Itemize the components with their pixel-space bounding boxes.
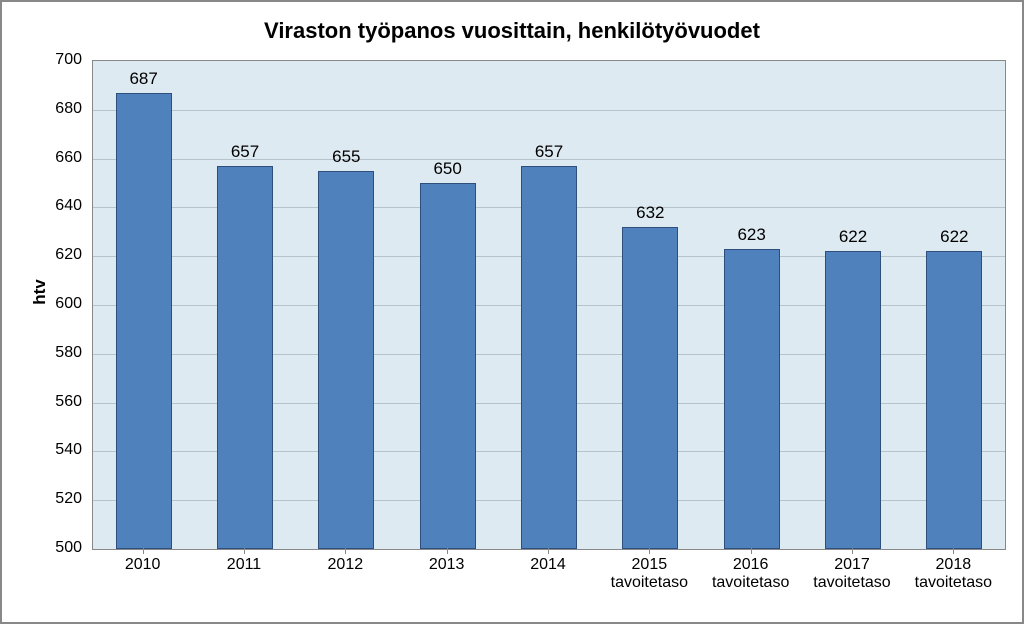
bar [825, 251, 881, 549]
x-tick-label: 2013 [429, 556, 465, 574]
bar [521, 166, 577, 549]
bar-value-label: 622 [940, 227, 968, 247]
x-tick-mark [548, 548, 549, 554]
y-tick-label: 680 [2, 100, 82, 118]
plot-area: 687 657 655 650 657 632 623 622 622 [92, 60, 1006, 550]
bar [724, 249, 780, 549]
bar [116, 93, 172, 549]
y-axis-title: htv [30, 262, 50, 322]
bar [318, 171, 374, 549]
x-tick-mark [953, 548, 954, 554]
chart-title: Viraston työpanos vuosittain, henkilötyö… [2, 18, 1022, 44]
bar-value-label: 687 [129, 69, 157, 89]
bar-value-label: 657 [231, 142, 259, 162]
y-tick-label: 640 [2, 197, 82, 215]
bar-value-label: 623 [737, 225, 765, 245]
x-tick-label: 2017tavoitetaso [813, 556, 890, 592]
x-tick-label: 2015tavoitetaso [611, 556, 688, 592]
chart-frame: Viraston työpanos vuosittain, henkilötyö… [0, 0, 1024, 624]
y-tick-label: 580 [2, 344, 82, 362]
y-tick-label: 700 [2, 51, 82, 69]
x-tick-mark [143, 548, 144, 554]
x-tick-mark [345, 548, 346, 554]
x-tick-label: 2014 [530, 556, 566, 574]
bar [622, 227, 678, 549]
x-tick-mark [447, 548, 448, 554]
y-tick-label: 520 [2, 490, 82, 508]
bar-value-label: 657 [535, 142, 563, 162]
x-tick-mark [649, 548, 650, 554]
bar-value-label: 655 [332, 147, 360, 167]
x-tick-label: 2010 [125, 556, 161, 574]
bars-layer: 687 657 655 650 657 632 623 622 622 [93, 61, 1005, 549]
x-tick-mark [244, 548, 245, 554]
bar-value-label: 650 [433, 159, 461, 179]
y-tick-label: 540 [2, 441, 82, 459]
bar [420, 183, 476, 549]
x-tick-mark [852, 548, 853, 554]
x-tick-label: 2016tavoitetaso [712, 556, 789, 592]
y-tick-label: 660 [2, 149, 82, 167]
x-tick-label: 2018tavoitetaso [915, 556, 992, 592]
y-tick-label: 560 [2, 393, 82, 411]
bar-value-label: 632 [636, 203, 664, 223]
x-tick-label: 2011 [227, 556, 261, 574]
x-tick-label: 2012 [328, 556, 364, 574]
y-tick-label: 500 [2, 539, 82, 557]
x-tick-mark [751, 548, 752, 554]
bar [926, 251, 982, 549]
bar [217, 166, 273, 549]
bar-value-label: 622 [839, 227, 867, 247]
